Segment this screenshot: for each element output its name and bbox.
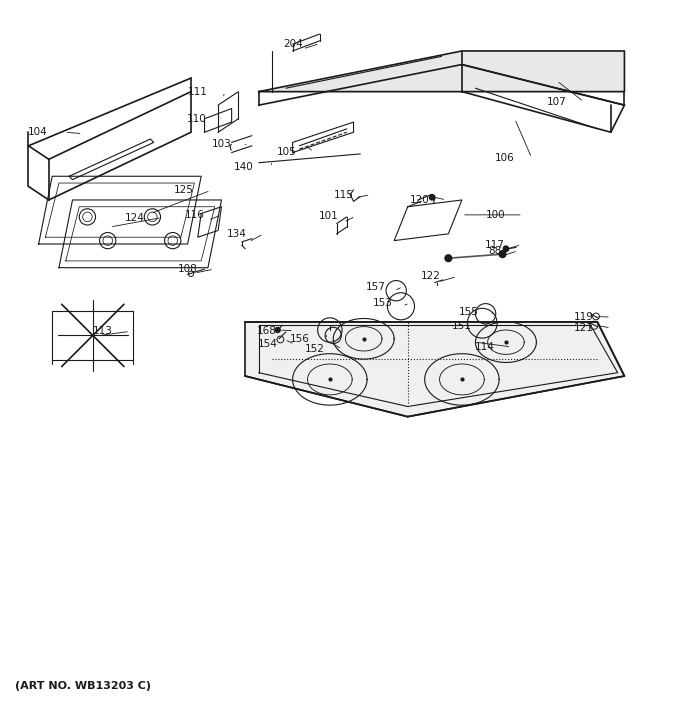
- Text: 108: 108: [177, 264, 197, 274]
- Text: 111: 111: [188, 86, 208, 96]
- Text: 151: 151: [452, 321, 472, 331]
- Text: 115: 115: [334, 189, 354, 199]
- Text: 153: 153: [373, 298, 393, 308]
- Text: 152: 152: [305, 344, 325, 354]
- Text: 101: 101: [319, 211, 339, 221]
- Text: 120: 120: [409, 195, 429, 205]
- Circle shape: [499, 251, 506, 257]
- Text: 104: 104: [28, 128, 48, 137]
- Text: 113: 113: [93, 326, 113, 336]
- Text: 124: 124: [125, 212, 145, 223]
- Text: 140: 140: [234, 162, 254, 173]
- Text: 106: 106: [495, 153, 515, 163]
- Text: 117: 117: [485, 240, 505, 249]
- Text: 116: 116: [185, 210, 205, 220]
- Circle shape: [445, 254, 452, 262]
- Text: 119: 119: [574, 312, 594, 322]
- Text: 154: 154: [258, 339, 277, 349]
- Text: 156: 156: [290, 334, 309, 344]
- Text: 155: 155: [459, 307, 479, 318]
- Text: 105: 105: [277, 147, 296, 157]
- Text: 107: 107: [547, 96, 567, 107]
- Circle shape: [275, 327, 280, 333]
- Text: 103: 103: [212, 139, 232, 149]
- Circle shape: [429, 194, 435, 200]
- Text: 204: 204: [283, 38, 303, 49]
- Circle shape: [503, 246, 509, 252]
- Text: 114: 114: [475, 342, 494, 352]
- Text: 168: 168: [257, 326, 277, 336]
- Polygon shape: [258, 51, 624, 91]
- Text: 121: 121: [574, 323, 594, 333]
- Polygon shape: [245, 322, 624, 417]
- Text: 157: 157: [366, 281, 386, 291]
- Text: 110: 110: [187, 114, 207, 124]
- Text: 100: 100: [486, 210, 506, 220]
- Text: 134: 134: [226, 229, 247, 239]
- Text: (ART NO. WB13203 C): (ART NO. WB13203 C): [15, 682, 151, 691]
- Text: 122: 122: [420, 271, 440, 281]
- Text: 125: 125: [174, 186, 194, 196]
- Text: 88: 88: [488, 246, 501, 256]
